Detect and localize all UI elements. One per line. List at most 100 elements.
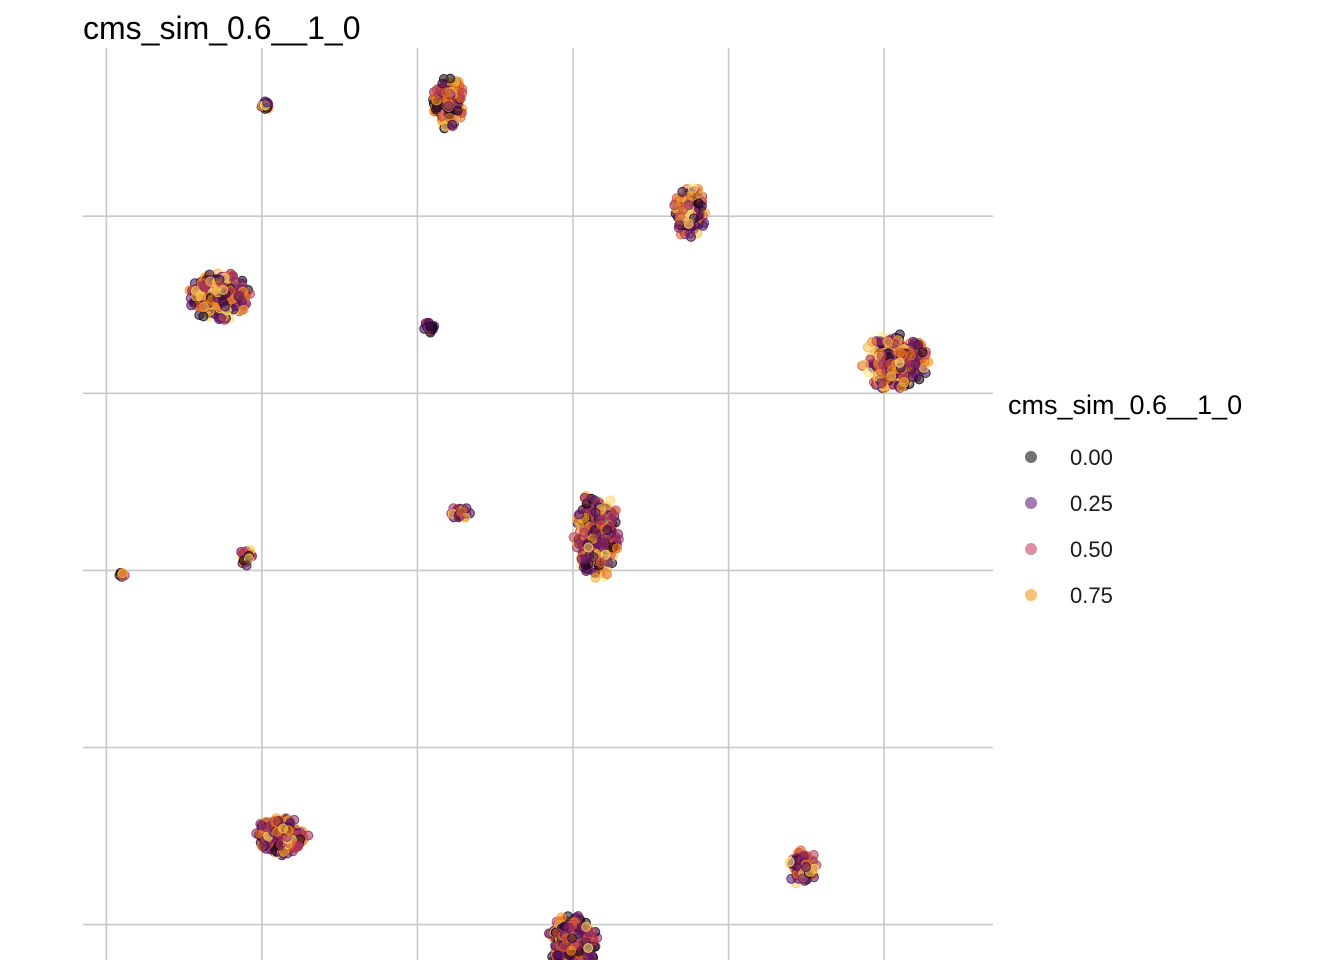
data-point bbox=[797, 873, 808, 884]
data-point bbox=[683, 218, 694, 229]
data-point bbox=[687, 190, 698, 201]
data-point bbox=[424, 318, 434, 328]
data-point bbox=[552, 950, 563, 960]
cluster-4 bbox=[419, 317, 440, 338]
chart-title: cms_sim_0.6__1_0 bbox=[83, 10, 361, 46]
data-point bbox=[878, 359, 888, 369]
data-point bbox=[906, 350, 916, 361]
cluster-12 bbox=[544, 911, 603, 960]
data-point bbox=[275, 839, 286, 850]
data-point bbox=[218, 296, 228, 307]
data-point bbox=[215, 313, 226, 324]
data-point bbox=[899, 377, 910, 388]
data-point bbox=[205, 276, 216, 287]
legend-key-0 bbox=[1022, 448, 1042, 468]
legend-label-2: 0.50 bbox=[1070, 537, 1113, 562]
data-point bbox=[574, 509, 585, 520]
data-point bbox=[443, 101, 454, 112]
data-point bbox=[230, 277, 241, 287]
data-point bbox=[456, 506, 467, 517]
data-point bbox=[581, 921, 592, 932]
cluster-1 bbox=[428, 73, 468, 134]
data-point bbox=[261, 843, 271, 854]
data-point bbox=[574, 538, 584, 549]
data-point bbox=[595, 557, 606, 568]
data-points bbox=[114, 73, 934, 960]
legend-key-2 bbox=[1022, 540, 1042, 560]
cluster-7 bbox=[568, 490, 624, 583]
data-point bbox=[696, 201, 707, 212]
data-point bbox=[269, 816, 280, 827]
data-point bbox=[589, 495, 600, 506]
data-point bbox=[559, 941, 569, 952]
data-point bbox=[218, 285, 229, 295]
legend-label-1: 0.25 bbox=[1070, 491, 1113, 516]
data-point bbox=[564, 922, 575, 933]
data-point bbox=[859, 359, 869, 370]
data-point bbox=[567, 933, 577, 944]
data-point bbox=[278, 823, 289, 834]
data-point bbox=[917, 347, 928, 358]
data-point bbox=[612, 543, 622, 554]
legend-label-0: 0.00 bbox=[1070, 445, 1113, 470]
data-point bbox=[596, 534, 607, 545]
legend-item-1: 0.25 bbox=[1008, 481, 1242, 527]
data-point bbox=[234, 290, 245, 301]
data-point bbox=[579, 527, 590, 538]
data-point bbox=[610, 505, 621, 516]
legend-item-2: 0.50 bbox=[1008, 527, 1242, 573]
legend-label-3: 0.75 bbox=[1070, 583, 1113, 608]
legend-swatch-0 bbox=[1025, 451, 1037, 463]
data-point bbox=[241, 560, 252, 571]
data-point bbox=[876, 378, 887, 389]
data-point bbox=[582, 951, 593, 960]
cluster-9 bbox=[114, 567, 130, 582]
data-point bbox=[583, 542, 594, 553]
data-point bbox=[601, 569, 612, 580]
cluster-3 bbox=[184, 268, 255, 325]
legend-swatch-1 bbox=[1025, 497, 1037, 509]
data-point bbox=[445, 73, 456, 84]
data-point bbox=[674, 220, 685, 230]
cluster-6 bbox=[446, 503, 475, 523]
data-point bbox=[117, 568, 128, 579]
cluster-8 bbox=[236, 545, 258, 571]
data-point bbox=[256, 820, 267, 831]
data-point bbox=[862, 342, 873, 353]
cluster-0 bbox=[256, 96, 274, 115]
data-point bbox=[262, 97, 273, 108]
data-point bbox=[580, 553, 591, 564]
data-point bbox=[447, 119, 458, 130]
legend-swatch-3 bbox=[1025, 589, 1037, 601]
gridlines bbox=[83, 48, 993, 960]
data-point bbox=[595, 515, 606, 526]
data-point bbox=[801, 862, 812, 872]
data-point bbox=[441, 87, 452, 98]
data-point bbox=[457, 87, 468, 98]
legend-title: cms_sim_0.6__1_0 bbox=[1008, 390, 1243, 420]
data-point bbox=[437, 78, 448, 89]
legend: cms_sim_0.6__1_0 0.00 0.25 0.50 0.75 bbox=[1008, 390, 1242, 619]
legend-item-3: 0.75 bbox=[1008, 573, 1242, 619]
data-point bbox=[198, 280, 209, 291]
data-point bbox=[784, 856, 795, 867]
data-point bbox=[602, 525, 613, 536]
data-point bbox=[191, 291, 202, 302]
data-point bbox=[583, 943, 594, 953]
data-point bbox=[883, 337, 894, 348]
data-point bbox=[907, 336, 918, 347]
data-point bbox=[238, 304, 249, 315]
legend-item-0: 0.00 bbox=[1008, 435, 1242, 481]
data-point bbox=[452, 105, 463, 116]
legend-swatch-2 bbox=[1025, 543, 1037, 555]
data-point bbox=[186, 300, 197, 311]
data-point bbox=[876, 350, 887, 361]
cluster-11 bbox=[784, 845, 822, 889]
data-point bbox=[600, 549, 611, 560]
data-point bbox=[894, 357, 905, 368]
data-point bbox=[198, 311, 209, 322]
data-point bbox=[436, 111, 447, 122]
data-point bbox=[590, 507, 601, 518]
cluster-10 bbox=[251, 813, 314, 861]
